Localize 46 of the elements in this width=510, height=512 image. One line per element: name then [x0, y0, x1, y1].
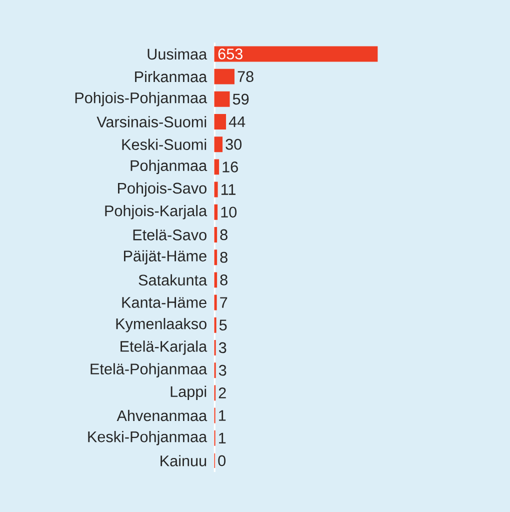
- y-tick-label: Etelä-Karjala: [120, 340, 208, 355]
- data-label: 78: [238, 71, 254, 82]
- data-label: 1: [219, 410, 226, 421]
- y-tick-label: Uusimaa: [148, 48, 208, 60]
- y-tick-label: Etelä-Savo: [133, 229, 206, 240]
- bar: [214, 159, 220, 175]
- y-tick-label: Pirkanmaa: [135, 70, 208, 82]
- data-label: 10: [221, 206, 237, 218]
- bar: [214, 114, 226, 130]
- y-tick-label: Kanta-Häme: [122, 297, 206, 308]
- y-tick-label: Lappi: [170, 386, 206, 400]
- y-tick-label: Päijät-Häme: [124, 250, 206, 264]
- y-tick-label: Keski-Pohjanmaa: [88, 430, 208, 446]
- y-tick-label: Pohjois-Karjala: [105, 205, 208, 220]
- y-tick-label: Ahvenanmaa: [116, 410, 208, 422]
- y-tick-label: Pohjanmaa: [130, 160, 208, 174]
- data-label: 5: [219, 320, 227, 330]
- y-tick-label: Varsinais-Suomi: [96, 116, 206, 128]
- y-tick-label: Kainuu: [160, 455, 206, 466]
- data-label: 11: [222, 184, 236, 195]
- data-label: 59: [232, 94, 249, 105]
- data-label: 8: [220, 252, 228, 263]
- data-label: 2: [218, 388, 226, 398]
- data-label: 1: [219, 432, 226, 444]
- data-label: 0: [218, 455, 226, 466]
- data-label: 44: [228, 116, 246, 128]
- data-label: 3: [218, 342, 226, 354]
- bar: [214, 182, 218, 198]
- y-tick-label: Keski-Suomi: [122, 138, 206, 150]
- data-label: 3: [218, 364, 226, 376]
- data-label: 30: [226, 138, 242, 150]
- bar: [214, 136, 223, 152]
- data-label: 653: [218, 48, 242, 60]
- bar: [214, 204, 218, 220]
- bar: [214, 68, 234, 84]
- y-tick-label: Pohjois-Pohjanmaa: [75, 92, 208, 106]
- y-tick-label: Satakunta: [138, 274, 208, 286]
- y-tick-label: Kymenlaakso: [116, 318, 206, 332]
- data-label: 7: [220, 297, 228, 308]
- y-tick-label: Etelä-Pohjanmaa: [90, 363, 208, 378]
- data-label: 8: [220, 229, 228, 240]
- bar: [214, 46, 378, 62]
- bar: [214, 91, 230, 107]
- data-label: 8: [220, 274, 228, 286]
- data-label: 16: [222, 162, 238, 172]
- y-tick-label: Pohjois-Savo: [118, 182, 206, 197]
